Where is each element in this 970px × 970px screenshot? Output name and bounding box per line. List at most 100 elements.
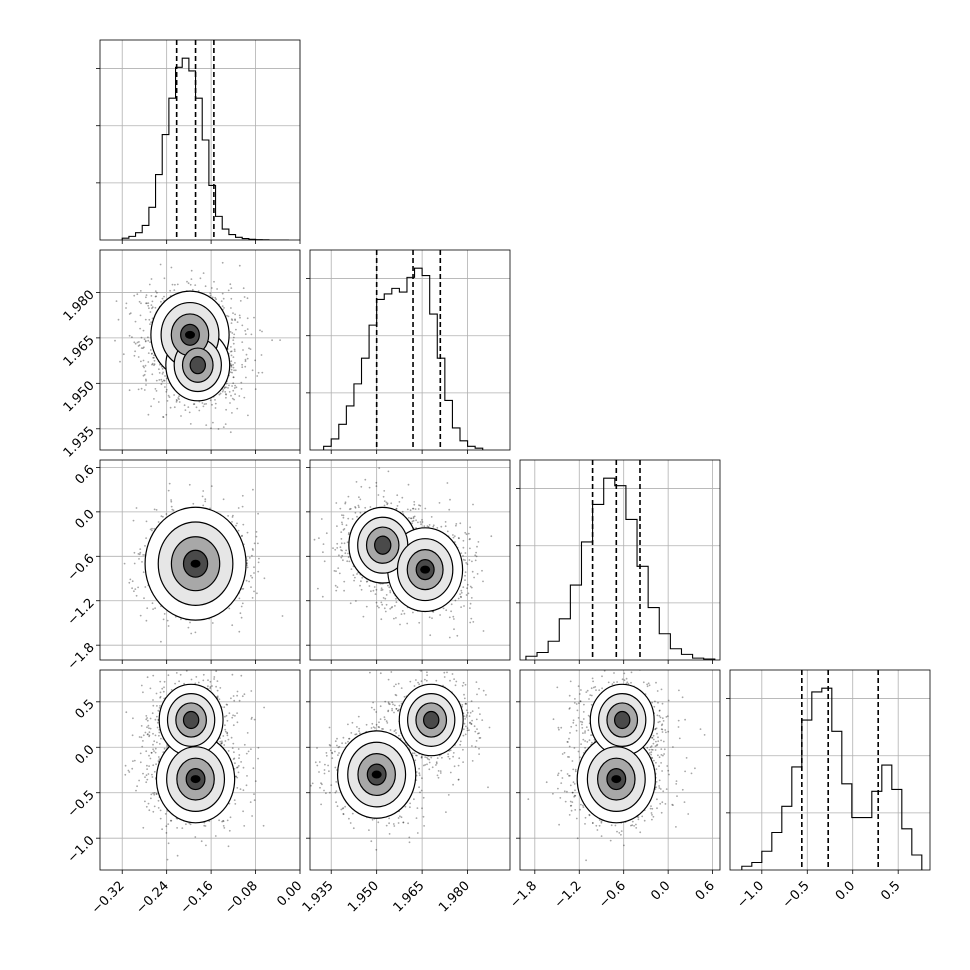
sample-point: [172, 509, 175, 512]
sample-point: [242, 789, 245, 792]
sample-point: [375, 588, 378, 591]
sample-point: [158, 731, 161, 734]
sample-point: [347, 517, 350, 520]
sample-point: [216, 288, 219, 290]
sample-point: [214, 407, 217, 409]
sample-point: [457, 537, 460, 539]
sample-point: [236, 712, 239, 714]
sample-point: [340, 542, 343, 545]
sample-point: [175, 399, 178, 401]
sample-point: [135, 594, 138, 597]
sample-point: [136, 341, 139, 344]
sample-point: [460, 596, 462, 599]
sample-point: [383, 500, 386, 502]
sample-point: [205, 424, 208, 426]
sample-point: [249, 348, 252, 350]
sample-point: [134, 342, 137, 345]
sample-point: [469, 607, 471, 609]
sample-point: [144, 370, 147, 373]
sample-point: [140, 360, 142, 363]
sample-point: [250, 574, 252, 577]
sample-point: [401, 496, 404, 499]
sample-point: [255, 531, 258, 533]
sample-point: [263, 706, 265, 709]
sample-point: [235, 328, 237, 331]
sample-point: [192, 403, 195, 406]
sample-point: [243, 396, 246, 399]
sample-point: [129, 312, 132, 314]
sample-point: [228, 607, 231, 610]
sample-point: [195, 406, 198, 409]
sample-point: [167, 823, 170, 825]
sample-point: [137, 356, 140, 358]
sample-point: [248, 557, 251, 559]
sample-point: [417, 521, 419, 524]
sample-point: [138, 779, 141, 782]
sample-point: [201, 495, 204, 498]
sample-point: [387, 584, 389, 587]
sample-point: [380, 589, 383, 591]
sample-point: [251, 548, 254, 550]
sample-point: [229, 371, 232, 373]
sample-point: [240, 616, 243, 619]
sample-point: [254, 780, 257, 782]
sample-point: [192, 502, 195, 505]
density-layer: [123, 482, 284, 643]
sample-point: [154, 295, 157, 298]
sample-point: [258, 557, 260, 560]
sample-point: [145, 774, 148, 777]
sample-point: [237, 529, 240, 532]
sample-point: [152, 704, 155, 707]
density-layer: [313, 467, 493, 639]
sample-point: [231, 412, 233, 414]
sample-point: [207, 685, 209, 688]
sample-point: [357, 504, 360, 507]
sample-point: [241, 363, 244, 366]
sample-point: [253, 590, 255, 593]
sample-point: [230, 364, 233, 367]
sample-point: [246, 559, 249, 562]
sample-point: [468, 538, 471, 541]
sample-point: [322, 543, 325, 545]
sample-point: [391, 606, 394, 608]
sample-point: [426, 525, 429, 527]
sample-point: [149, 349, 152, 351]
sample-point: [464, 552, 467, 554]
sample-point: [341, 549, 343, 552]
sample-point: [229, 283, 232, 286]
histogram-1: [323, 267, 484, 450]
sample-point: [318, 537, 320, 539]
sample-point: [359, 511, 362, 514]
sample-point: [261, 371, 264, 374]
sample-point: [385, 603, 388, 606]
sample-point: [465, 594, 468, 596]
hist-panel-2-grid: [520, 460, 720, 660]
sample-point: [134, 350, 137, 353]
sample-point: [231, 673, 234, 676]
sample-point: [138, 553, 141, 556]
sample-point: [144, 586, 147, 588]
y-tick-label: −1.8: [65, 640, 98, 673]
sample-point: [364, 506, 367, 509]
sample-point: [150, 321, 153, 324]
sample-point: [232, 742, 235, 745]
sample-point: [154, 290, 157, 293]
sample-point: [161, 373, 164, 375]
sample-point: [251, 716, 253, 719]
sample-point: [424, 507, 427, 510]
sample-point: [136, 785, 139, 788]
sample-point: [467, 532, 470, 535]
sample-point: [232, 376, 235, 379]
sample-point: [225, 396, 227, 399]
sample-point: [222, 389, 225, 391]
sample-point: [169, 819, 172, 822]
sample-point: [224, 724, 226, 727]
sample-point: [346, 541, 349, 544]
axes-frame: [309, 249, 511, 451]
sample-point: [365, 580, 368, 583]
sample-point: [232, 339, 235, 341]
sample-point: [227, 315, 230, 318]
sample-point: [214, 296, 217, 299]
sample-point: [174, 283, 176, 286]
sample-point: [225, 393, 228, 396]
